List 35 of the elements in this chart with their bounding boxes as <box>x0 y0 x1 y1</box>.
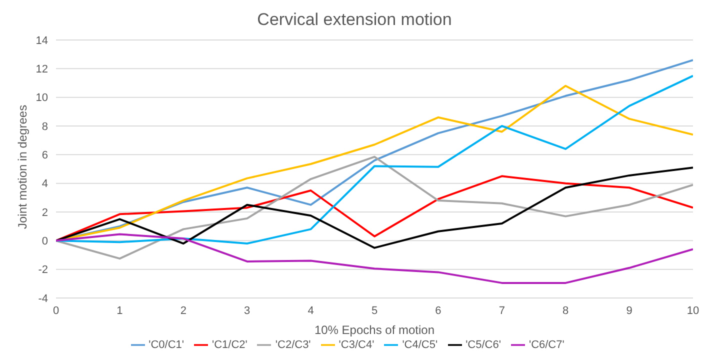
legend-label: 'C3/C4' <box>338 338 374 351</box>
x-tick-label: 0 <box>52 304 60 317</box>
x-tick-label: 3 <box>244 304 250 317</box>
y-tick-label: -2 <box>38 264 48 276</box>
x-tick-label: 8 <box>562 304 569 317</box>
x-tick-label: 2 <box>180 304 186 317</box>
y-tick-label: -4 <box>38 292 48 305</box>
y-tick-label: 6 <box>42 150 48 162</box>
x-tick-label: 10 <box>686 304 700 317</box>
legend-label: 'C6/C7' <box>528 338 564 351</box>
legend-label: 'C1/C2' <box>212 338 248 351</box>
y-tick-label: 12 <box>36 64 48 76</box>
y-tick-label: 10 <box>36 92 48 104</box>
y-tick-label: 4 <box>42 178 48 190</box>
x-tick-label: 5 <box>371 304 378 317</box>
line-series <box>56 166 693 249</box>
legend-label: 'C5/C6' <box>466 338 501 351</box>
x-tick-label: 7 <box>498 304 505 317</box>
x-axis-title: 10% Epochs of motion <box>314 323 435 337</box>
y-tick-label: 2 <box>42 206 48 219</box>
line-series <box>56 156 693 260</box>
legend-label: 'C4/C5' <box>402 338 438 351</box>
y-tick-label: 14 <box>36 34 48 47</box>
x-tick-label: 4 <box>308 304 314 317</box>
x-tick-label: 6 <box>435 304 442 317</box>
y-tick-label: 8 <box>42 120 48 133</box>
x-tick-label: 1 <box>116 304 123 317</box>
legend-label: 'C0/C1' <box>148 338 184 351</box>
line-series <box>56 175 693 242</box>
y-tick-label: 0 <box>42 236 48 248</box>
line-series <box>56 233 693 284</box>
legend-label: 'C2/C3' <box>275 338 311 351</box>
y-axis-title: Joint motion in degrees <box>15 104 30 229</box>
chart-title: Cervical extension motion <box>256 9 453 31</box>
x-tick-label: 9 <box>626 304 632 317</box>
